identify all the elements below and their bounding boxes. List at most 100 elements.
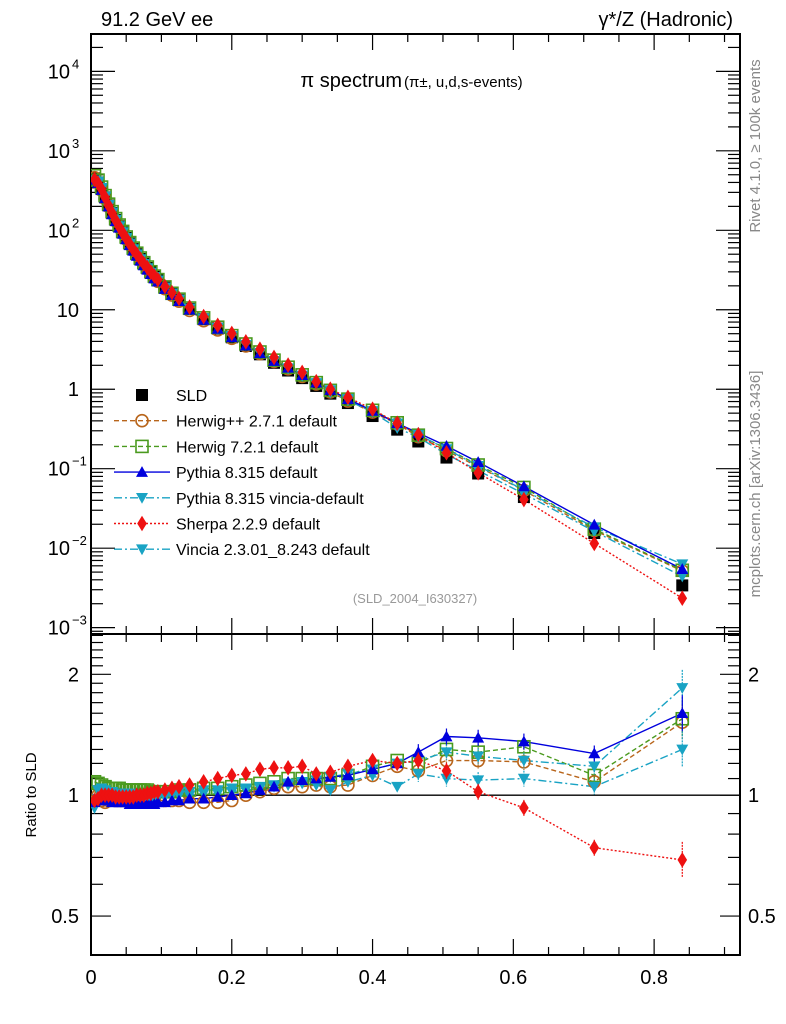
ratio-point (588, 781, 601, 793)
y-tick-exponent: −2 (72, 533, 87, 548)
chart-title: π spectrum (300, 70, 402, 92)
mc-point (588, 518, 601, 530)
ratio-point (212, 770, 223, 787)
ratio-point (311, 766, 322, 782)
ratio-point (172, 794, 185, 806)
header-right: γ*/Z (Hadronic) (599, 9, 733, 31)
mc-point (153, 271, 163, 288)
ratio-ylabel: Ratio to SLD (23, 752, 40, 837)
data-point-sld (676, 579, 689, 592)
mc-point (226, 325, 237, 342)
y-tick-exponent: −3 (72, 613, 87, 628)
y-tick-label: 10 (48, 220, 70, 242)
mc-point (241, 333, 251, 350)
mc-point (212, 317, 223, 334)
mc-point (343, 389, 353, 406)
legend-item: Herwig 7.2.1 default (114, 439, 319, 456)
ratio-point (297, 758, 307, 775)
legend-marker (137, 515, 147, 532)
ratio-point (519, 800, 529, 816)
mc-point (103, 197, 114, 214)
ratio-tick-label-right: 1 (748, 785, 759, 807)
y-tick-label: 10 (48, 141, 70, 163)
legend-label: SLD (176, 388, 207, 405)
mc-point (517, 480, 530, 492)
mcplots-label: mcplots.cern.ch [arXiv:1306.3436] (747, 371, 764, 598)
ratio-point (440, 773, 453, 785)
legend-marker (136, 389, 148, 401)
ratio-point (517, 755, 530, 767)
ratio-point (183, 792, 196, 804)
mc-point (311, 373, 322, 390)
ratio-point (676, 707, 689, 719)
ratio-point (341, 769, 354, 781)
x-tick-label: 0.2 (218, 967, 246, 989)
ratio-tick-label-right: 0.5 (748, 906, 776, 928)
ratio-point (589, 839, 600, 856)
ratio-point (472, 731, 485, 743)
upper-series-group (91, 168, 690, 607)
ratio-point (588, 761, 601, 773)
y-tick-label: 10 (57, 300, 79, 322)
legend-marker (136, 466, 148, 477)
legend-label: Pythia 8.315 default (176, 465, 318, 482)
legend-item: Pythia 8.315 vincia-default (114, 491, 364, 508)
ratio-point (197, 792, 210, 804)
ratio-point (211, 785, 224, 797)
mc-point (676, 563, 689, 574)
y-tick-exponent: 3 (72, 136, 79, 151)
mc-point (297, 364, 307, 381)
legend-item: SLD (136, 388, 207, 405)
ratio-point (174, 778, 184, 795)
ratio-plot: 0 0.2 0.4 0.6 0.8 2 2 1 1 0.5 0.5 (51, 618, 776, 989)
x-tick-label: 0.8 (640, 967, 668, 989)
mc-point (367, 401, 378, 417)
ratio-point (153, 783, 163, 800)
ratio-point (517, 773, 530, 785)
ratio-point (440, 730, 453, 742)
ratio-point (412, 769, 425, 780)
ratio-tick-label: 1 (68, 785, 79, 807)
series-line-2 (94, 179, 683, 570)
legend-item: Pythia 8.315 default (114, 465, 318, 482)
ratio-point (440, 747, 453, 759)
ratio-point (366, 763, 379, 775)
series-line-0 (93, 177, 683, 572)
ratio-point (282, 775, 295, 787)
mc-point (91, 171, 100, 188)
legend-label: Herwig 7.2.1 default (176, 439, 319, 456)
mc-point (184, 299, 195, 315)
ratio-point (391, 781, 404, 793)
ratio-point (412, 746, 425, 757)
mc-point (269, 349, 279, 366)
ratio-point (472, 775, 485, 787)
mc-point (413, 426, 424, 443)
mc-point (128, 241, 139, 258)
ratio-point (197, 785, 210, 797)
mc-point (283, 357, 293, 373)
mc-point (677, 590, 688, 607)
y-tick-label: 10 (48, 538, 70, 560)
mc-point (160, 278, 170, 295)
legend-marker (136, 544, 148, 556)
ratio-point (676, 744, 689, 756)
ratio-point (268, 780, 281, 792)
ratio-point (392, 755, 402, 772)
x-tick-label: 0 (85, 967, 96, 989)
legend-item: Herwig++ 2.7.1 default (114, 414, 338, 431)
y-tick-label: 10 (48, 61, 70, 83)
ratio-point (226, 767, 237, 784)
ratio-point (184, 777, 195, 793)
x-tick-label: 0.6 (499, 967, 527, 989)
legend-label: Herwig++ 2.7.1 default (176, 414, 338, 431)
mc-point (441, 444, 452, 461)
legend-label: Pythia 8.315 vincia-default (176, 491, 364, 508)
y-tick-label: 10 (48, 618, 70, 640)
ratio-point (269, 760, 279, 776)
ratio-point (253, 784, 266, 795)
ratio-point (413, 752, 424, 769)
ratio-point (239, 787, 252, 799)
chart-title-sub: (π±, u,d,s-events) (404, 74, 523, 91)
mc-point (473, 465, 483, 481)
